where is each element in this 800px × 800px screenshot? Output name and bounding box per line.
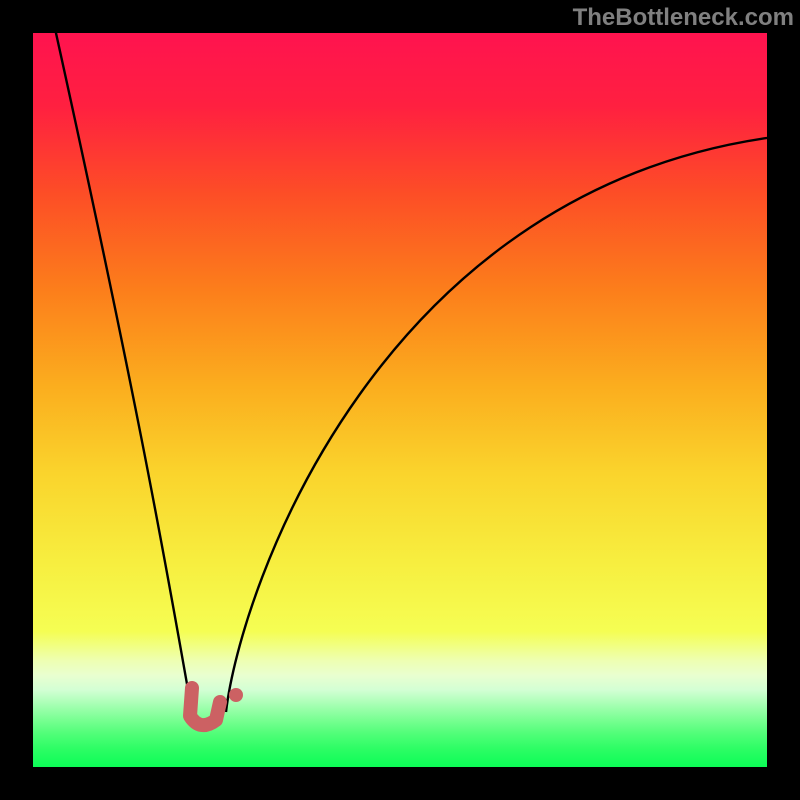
gradient-background <box>33 33 767 767</box>
bottleneck-chart <box>0 0 800 800</box>
watermark-text: TheBottleneck.com <box>573 4 794 32</box>
marker-dot <box>229 688 243 702</box>
